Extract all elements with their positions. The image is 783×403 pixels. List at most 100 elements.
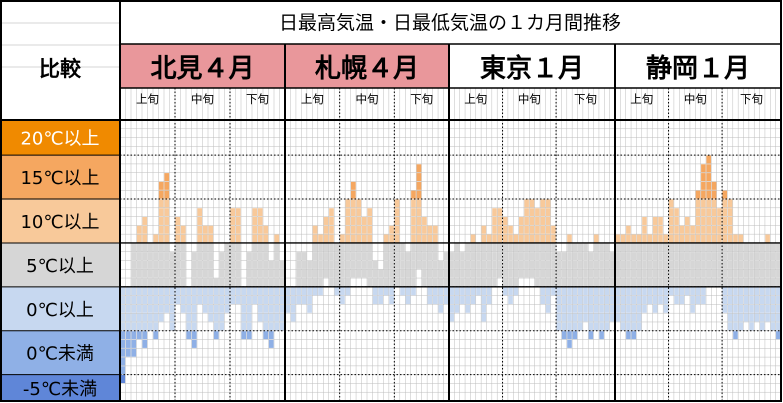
- temp-cell: [711, 216, 717, 225]
- temp-cell: [235, 234, 241, 243]
- temp-cell: [125, 304, 131, 313]
- temp-cell: [307, 278, 312, 287]
- panel-header-label: 札幌４月: [315, 54, 419, 84]
- temp-cell: [389, 225, 394, 234]
- temp-cell: [411, 199, 416, 208]
- temp-cell: [142, 225, 148, 234]
- temp-cell: [561, 269, 567, 278]
- temp-cell: [252, 225, 258, 234]
- temp-cell: [158, 287, 164, 296]
- temp-cell: [400, 269, 405, 278]
- temp-cell: [620, 260, 626, 269]
- temp-cell: [577, 252, 583, 261]
- temp-cell: [470, 278, 476, 287]
- temp-cell: [572, 278, 578, 287]
- temp-cell: [615, 260, 620, 269]
- temp-cell: [572, 322, 578, 331]
- temp-cell: [147, 304, 153, 313]
- temp-cell: [577, 296, 583, 305]
- temp-cell: [394, 260, 400, 269]
- temp-cell: [497, 252, 503, 261]
- temp-cell: [727, 313, 733, 322]
- temp-cell: [593, 296, 599, 305]
- temp-cell: [169, 304, 175, 313]
- temp-cell: [642, 278, 647, 287]
- temp-cell: [136, 260, 142, 269]
- temp-cell: [197, 296, 203, 305]
- temp-cell: [572, 252, 578, 261]
- temp-cell: [524, 260, 529, 269]
- temp-cell: [759, 252, 765, 261]
- temp-cell: [770, 313, 776, 322]
- temp-cell: [535, 243, 540, 252]
- temp-cell: [340, 252, 345, 261]
- temp-cell: [695, 234, 701, 243]
- temp-cell: [668, 208, 674, 217]
- temp-cell: [615, 269, 620, 278]
- temp-cell: [246, 313, 252, 322]
- temp-cell: [674, 278, 679, 287]
- temp-cell: [257, 243, 263, 252]
- temp-cell: [545, 269, 551, 278]
- temp-cell: [722, 287, 728, 296]
- temp-cell: [191, 260, 197, 269]
- temp-cell: [230, 243, 236, 252]
- temp-cell: [433, 225, 438, 234]
- temp-cell: [438, 260, 444, 269]
- temp-cell: [545, 260, 551, 269]
- temp-cell: [351, 181, 356, 190]
- temp-cell: [334, 243, 340, 252]
- temp-cell: [345, 243, 351, 252]
- temp-cell: [312, 278, 318, 287]
- temp-cell: [502, 225, 508, 234]
- temp-cell: [502, 278, 508, 287]
- temp-cell: [230, 296, 236, 305]
- temp-cell: [230, 260, 236, 269]
- temp-cell: [481, 278, 487, 287]
- temp-cell: [191, 304, 197, 313]
- temp-cell: [567, 234, 572, 243]
- temp-cell: [701, 234, 706, 243]
- temp-cell: [252, 252, 258, 261]
- band-label-cell: [1, 242, 120, 287]
- band-label-cell: [1, 199, 120, 243]
- temp-cell: [535, 225, 540, 234]
- temp-cell: [583, 304, 588, 313]
- temp-cell: [658, 287, 663, 296]
- temp-cell: [738, 234, 744, 243]
- temp-cell: [492, 243, 497, 252]
- temp-cell: [642, 243, 647, 252]
- temp-cell: [658, 260, 663, 269]
- temp-cell: [263, 296, 269, 305]
- temp-cell: [257, 287, 263, 296]
- temp-cell: [754, 252, 760, 261]
- temp-cell: [318, 260, 323, 269]
- temp-cell: [690, 296, 695, 305]
- temp-cell: [180, 260, 186, 269]
- temp-cell: [296, 269, 301, 278]
- temp-cell: [567, 304, 572, 313]
- temp-cell: [351, 269, 356, 278]
- temp-cell: [235, 225, 241, 234]
- temp-cell: [567, 287, 572, 296]
- temp-cell: [416, 173, 422, 182]
- temp-cell: [524, 225, 529, 234]
- temp-cell: [263, 243, 269, 252]
- temp-cell: [136, 234, 142, 243]
- temp-cell: [131, 313, 137, 322]
- temp-cell: [765, 269, 770, 278]
- temp-cell: [405, 296, 411, 305]
- temp-cell: [142, 304, 148, 313]
- temp-cell: [334, 252, 340, 261]
- temp-cell: [759, 269, 765, 278]
- temp-cell: [492, 252, 497, 261]
- panel-header-label: 東京１月: [480, 53, 584, 84]
- temp-cell: [636, 234, 642, 243]
- decade-label: 中旬: [356, 92, 379, 106]
- temp-cell: [465, 269, 471, 278]
- temp-cell: [513, 287, 519, 296]
- temp-cell: [427, 287, 433, 296]
- temp-cell: [142, 243, 148, 252]
- temp-cell: [443, 296, 449, 305]
- temp-cell: [636, 296, 642, 305]
